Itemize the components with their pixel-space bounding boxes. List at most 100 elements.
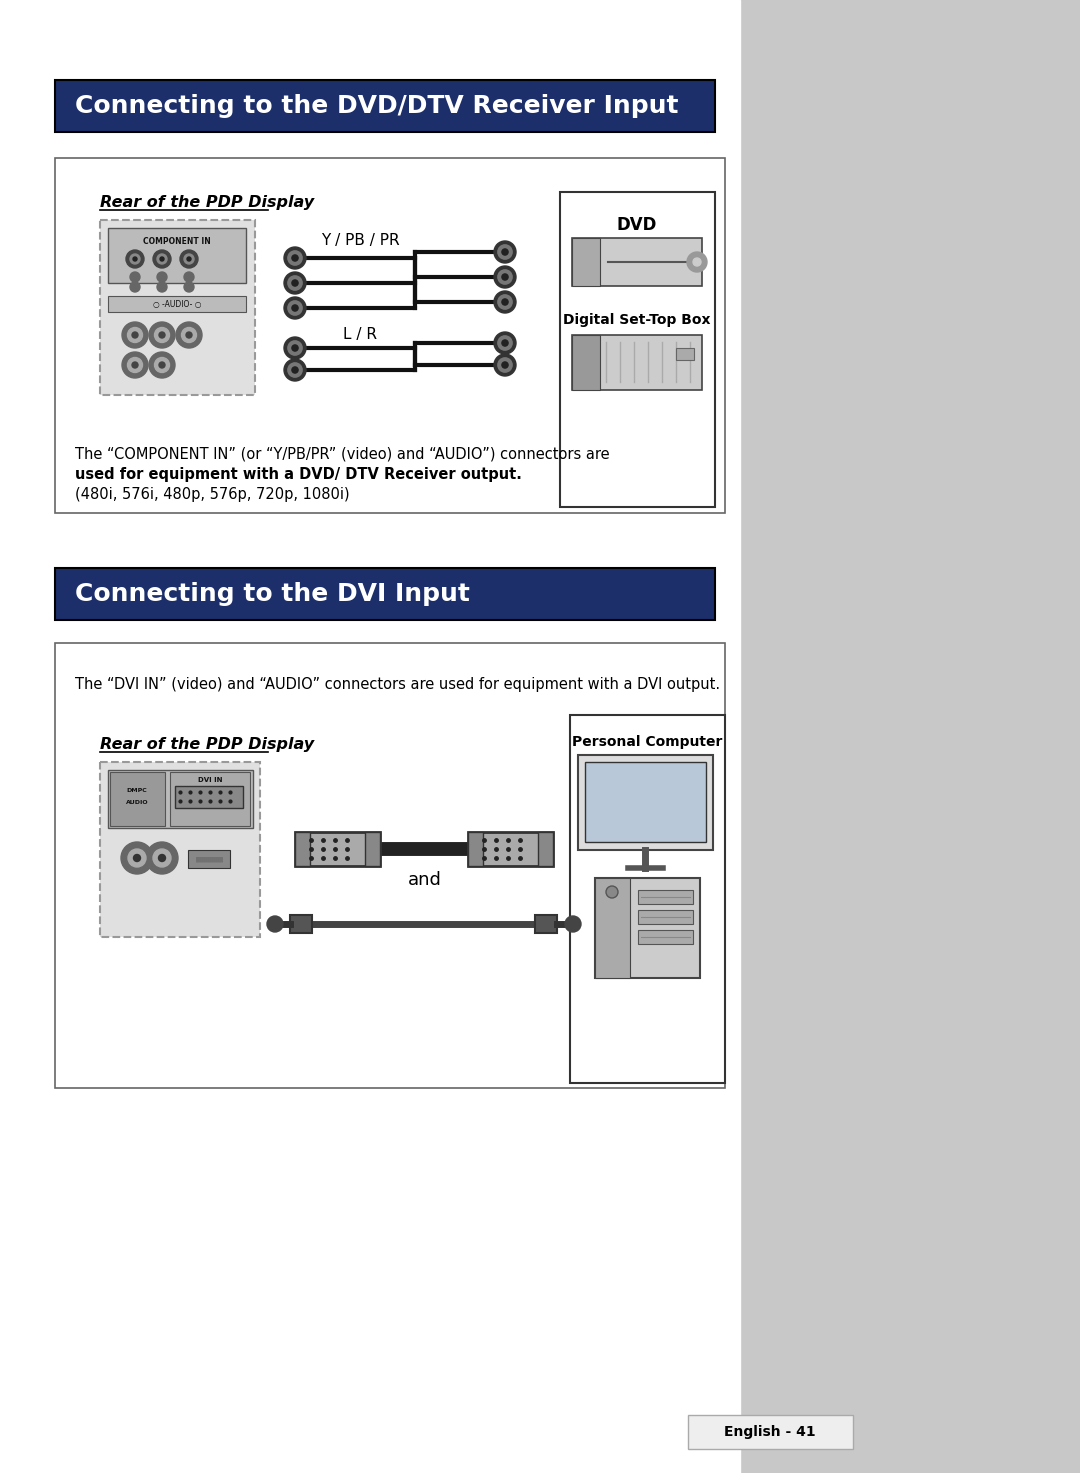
Circle shape bbox=[127, 358, 143, 373]
Bar bbox=[188, 850, 230, 868]
Bar bbox=[638, 910, 693, 924]
Circle shape bbox=[146, 843, 178, 873]
Circle shape bbox=[129, 848, 146, 868]
Bar bbox=[108, 296, 246, 312]
Text: DMPC: DMPC bbox=[126, 788, 147, 794]
Circle shape bbox=[267, 916, 283, 932]
Bar bbox=[175, 787, 243, 809]
Circle shape bbox=[157, 253, 167, 264]
Circle shape bbox=[149, 323, 175, 348]
Bar bbox=[561, 191, 715, 507]
Bar bbox=[100, 762, 260, 937]
Circle shape bbox=[284, 359, 306, 382]
Circle shape bbox=[292, 367, 298, 373]
Text: Digital Set-Top Box: Digital Set-Top Box bbox=[564, 312, 711, 327]
Text: and: and bbox=[408, 871, 442, 890]
Circle shape bbox=[498, 270, 512, 284]
Circle shape bbox=[159, 331, 165, 337]
Circle shape bbox=[121, 843, 153, 873]
Bar bbox=[468, 832, 483, 866]
Circle shape bbox=[180, 250, 198, 268]
Circle shape bbox=[127, 327, 143, 343]
Bar bbox=[55, 569, 715, 620]
Circle shape bbox=[134, 854, 140, 862]
Bar bbox=[585, 762, 706, 843]
Bar bbox=[108, 770, 253, 828]
Bar bbox=[578, 756, 713, 850]
Circle shape bbox=[154, 327, 170, 343]
Bar bbox=[110, 772, 165, 826]
Bar bbox=[688, 1416, 853, 1449]
Circle shape bbox=[153, 250, 171, 268]
Circle shape bbox=[184, 273, 194, 281]
Circle shape bbox=[130, 281, 140, 292]
Circle shape bbox=[284, 298, 306, 320]
Text: English - 41: English - 41 bbox=[725, 1424, 815, 1439]
Circle shape bbox=[149, 352, 175, 379]
Circle shape bbox=[284, 337, 306, 359]
Circle shape bbox=[186, 331, 192, 337]
Bar bbox=[676, 348, 694, 359]
Circle shape bbox=[288, 300, 302, 315]
Bar bbox=[595, 878, 700, 978]
Bar bbox=[572, 334, 600, 390]
Bar bbox=[468, 832, 553, 866]
Circle shape bbox=[288, 340, 302, 355]
Circle shape bbox=[606, 885, 618, 899]
Circle shape bbox=[498, 336, 512, 351]
Bar bbox=[0, 0, 740, 1473]
Circle shape bbox=[130, 273, 140, 281]
Circle shape bbox=[693, 258, 701, 267]
Text: L / R: L / R bbox=[343, 327, 377, 343]
Circle shape bbox=[494, 242, 516, 264]
Circle shape bbox=[176, 323, 202, 348]
Circle shape bbox=[292, 345, 298, 351]
Circle shape bbox=[498, 245, 512, 259]
Text: ||||||||||||||: |||||||||||||| bbox=[195, 856, 222, 862]
Bar bbox=[100, 219, 255, 395]
Bar bbox=[572, 334, 702, 390]
Circle shape bbox=[502, 340, 508, 346]
Circle shape bbox=[687, 252, 707, 273]
Bar bbox=[720, 0, 1080, 1473]
Text: Personal Computer: Personal Computer bbox=[571, 735, 723, 748]
Circle shape bbox=[502, 362, 508, 368]
Text: ○ -AUDIO- ○: ○ -AUDIO- ○ bbox=[152, 299, 201, 308]
Bar bbox=[538, 832, 553, 866]
Bar bbox=[170, 772, 249, 826]
Circle shape bbox=[284, 273, 306, 295]
Text: Y / PB / PR: Y / PB / PR bbox=[321, 233, 400, 247]
Circle shape bbox=[157, 273, 167, 281]
Circle shape bbox=[502, 274, 508, 280]
Circle shape bbox=[288, 362, 302, 377]
Circle shape bbox=[187, 256, 191, 261]
Circle shape bbox=[132, 362, 138, 368]
Bar bbox=[638, 890, 693, 904]
Bar bbox=[295, 832, 380, 866]
Bar bbox=[572, 239, 600, 286]
Bar bbox=[638, 929, 693, 944]
Circle shape bbox=[159, 854, 165, 862]
Circle shape bbox=[133, 256, 137, 261]
Circle shape bbox=[494, 267, 516, 289]
Text: DVD: DVD bbox=[617, 217, 658, 234]
Circle shape bbox=[292, 305, 298, 311]
Circle shape bbox=[159, 362, 165, 368]
Bar bbox=[55, 80, 715, 133]
Circle shape bbox=[288, 275, 302, 290]
Bar bbox=[295, 832, 310, 866]
Text: The “DVI IN” (video) and “AUDIO” connectors are used for equipment with a DVI ou: The “DVI IN” (video) and “AUDIO” connect… bbox=[75, 678, 720, 692]
Circle shape bbox=[181, 327, 197, 343]
Circle shape bbox=[160, 256, 164, 261]
Text: The “COMPONENT IN” (or “Y/PB/PR” (video) and “AUDIO”) connectors are: The “COMPONENT IN” (or “Y/PB/PR” (video)… bbox=[75, 446, 609, 461]
Circle shape bbox=[498, 295, 512, 309]
Circle shape bbox=[502, 299, 508, 305]
Circle shape bbox=[494, 331, 516, 354]
Circle shape bbox=[502, 249, 508, 255]
Bar bbox=[535, 915, 557, 932]
Circle shape bbox=[284, 247, 306, 270]
Circle shape bbox=[157, 281, 167, 292]
Circle shape bbox=[130, 253, 140, 264]
Text: (480i, 576i, 480p, 576p, 720p, 1080i): (480i, 576i, 480p, 576p, 720p, 1080i) bbox=[75, 486, 350, 501]
Bar bbox=[291, 915, 312, 932]
